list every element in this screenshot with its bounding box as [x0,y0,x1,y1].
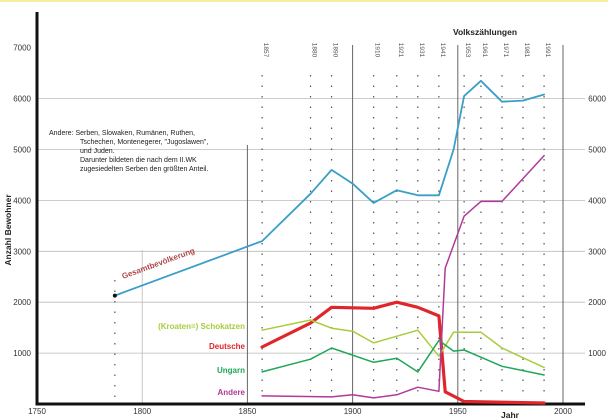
x-tick-label-1850: 1850 [239,407,257,416]
note-line-3: Darunter bildeten die nach dem II.WK [80,157,197,164]
x-tick-label-1800: 1800 [133,407,151,416]
note-line-0: Andere: Serben, Slowaken, Rumänen, Ruthe… [49,130,195,137]
y-tick-label-left-6000: 6000 [13,95,31,104]
label-andere: Andere [217,388,245,397]
y-tick-label-right-6000: 6000 [588,95,606,104]
census-label-1953: 1953 [464,43,471,58]
y-tick-label-left-1000: 1000 [13,349,31,358]
x-axis-title: Jahr [501,410,520,420]
census-label-1971: 1971 [502,43,509,58]
y-tick-label-right-4000: 4000 [588,196,606,205]
y-tick-label-left-4000: 4000 [13,196,31,205]
y-tick-label-right-5000: 5000 [588,146,606,155]
x-tick-label-1900: 1900 [344,407,362,416]
grid [37,45,585,404]
series-line-1 [260,300,546,405]
census-label-1910: 1910 [374,43,381,58]
census-label-1921: 1921 [397,43,404,58]
census-label-1991: 1991 [544,43,551,58]
x-tick-label-2000: 2000 [554,407,572,416]
axes: 1000 2000 3000 4000 5000 6000 7000 1000 2000 3000… [13,12,607,416]
series-line-0 [113,79,545,297]
top-border [0,0,608,2]
x-tick-label-1950: 1950 [449,407,467,416]
census-label-1931: 1931 [418,43,425,58]
series-lines [112,79,546,405]
y-tick-label-left-3000: 3000 [13,247,31,256]
y-tick-label-right-2000: 2000 [588,298,606,307]
label-ungarn: Ungarn [217,366,245,375]
census-markers: 1857 1880 1890 1910 1921 1931 1941 1953 1961 1971… [114,43,551,400]
census-label-1941: 1941 [439,43,446,58]
y-tick-label-right-3000: 3000 [588,247,606,256]
note-line-4: zugesiedelten Serben den größten Anteil. [80,166,208,173]
x-tick-label-1750: 1750 [28,407,46,416]
census-label-1880: 1880 [311,43,318,58]
annotation-note: Andere: Serben, Slowaken, Rumänen, Ruthe… [49,130,208,173]
y-tick-label-right-1000: 1000 [588,349,606,358]
census-label-1890: 1890 [332,43,339,58]
census-label-1857: 1857 [262,43,269,58]
note-line-2: und Juden. [80,148,115,155]
series-line-3 [261,339,545,376]
y-axis-title: Anzahl Bewohner [3,194,13,266]
y-tick-label-left-7000: 7000 [13,44,31,53]
label-deutsche: Deutsche [209,342,246,351]
census-label-1961: 1961 [481,43,488,58]
y-tick-label-left-5000: 5000 [13,146,31,155]
census-label-1981: 1981 [523,43,530,58]
note-line-1: Tschechen, Montenegerer, "Jugoslawen", [80,139,208,146]
series-line-4 [261,154,545,399]
census-title: Volkszählungen [453,27,517,37]
y-tick-label-left-2000: 2000 [13,298,31,307]
start-point-marker [112,293,117,298]
label-schokatzen: (Kroaten=) Schokatzen [158,322,245,331]
